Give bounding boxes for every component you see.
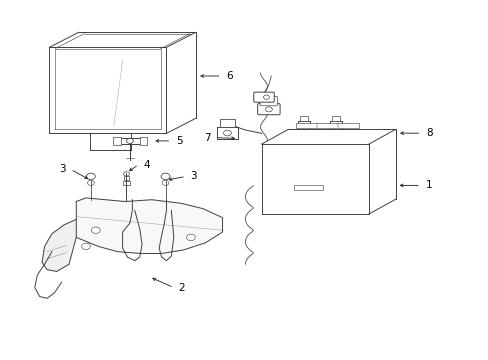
Circle shape xyxy=(91,227,100,233)
Bar xyxy=(298,121,310,129)
Circle shape xyxy=(263,95,269,99)
Circle shape xyxy=(265,107,272,112)
Bar xyxy=(115,138,144,144)
Text: 2: 2 xyxy=(178,283,184,293)
Circle shape xyxy=(87,180,94,185)
Bar xyxy=(113,137,121,145)
Bar xyxy=(331,116,339,121)
Bar xyxy=(140,137,147,145)
FancyBboxPatch shape xyxy=(257,104,280,115)
Bar xyxy=(216,127,238,139)
Bar xyxy=(300,116,308,121)
Bar xyxy=(219,120,235,127)
Circle shape xyxy=(86,173,95,180)
Bar xyxy=(122,181,130,185)
Text: 3: 3 xyxy=(190,171,197,181)
Circle shape xyxy=(123,172,129,176)
Polygon shape xyxy=(76,198,222,253)
Circle shape xyxy=(162,180,168,185)
Text: 6: 6 xyxy=(225,71,232,81)
Circle shape xyxy=(161,173,169,180)
Circle shape xyxy=(186,234,195,240)
Text: 4: 4 xyxy=(143,159,149,170)
FancyBboxPatch shape xyxy=(253,92,274,102)
Bar xyxy=(329,121,341,129)
Bar xyxy=(293,185,323,190)
Circle shape xyxy=(126,138,133,143)
Text: 3: 3 xyxy=(59,164,66,174)
Text: 8: 8 xyxy=(425,128,432,138)
Circle shape xyxy=(81,243,90,249)
Circle shape xyxy=(223,130,231,136)
Bar xyxy=(123,176,129,180)
Text: 1: 1 xyxy=(425,180,431,190)
FancyBboxPatch shape xyxy=(260,96,277,106)
Text: 5: 5 xyxy=(176,136,182,146)
Polygon shape xyxy=(42,220,76,271)
Bar xyxy=(295,123,358,127)
Text: 7: 7 xyxy=(203,133,210,143)
